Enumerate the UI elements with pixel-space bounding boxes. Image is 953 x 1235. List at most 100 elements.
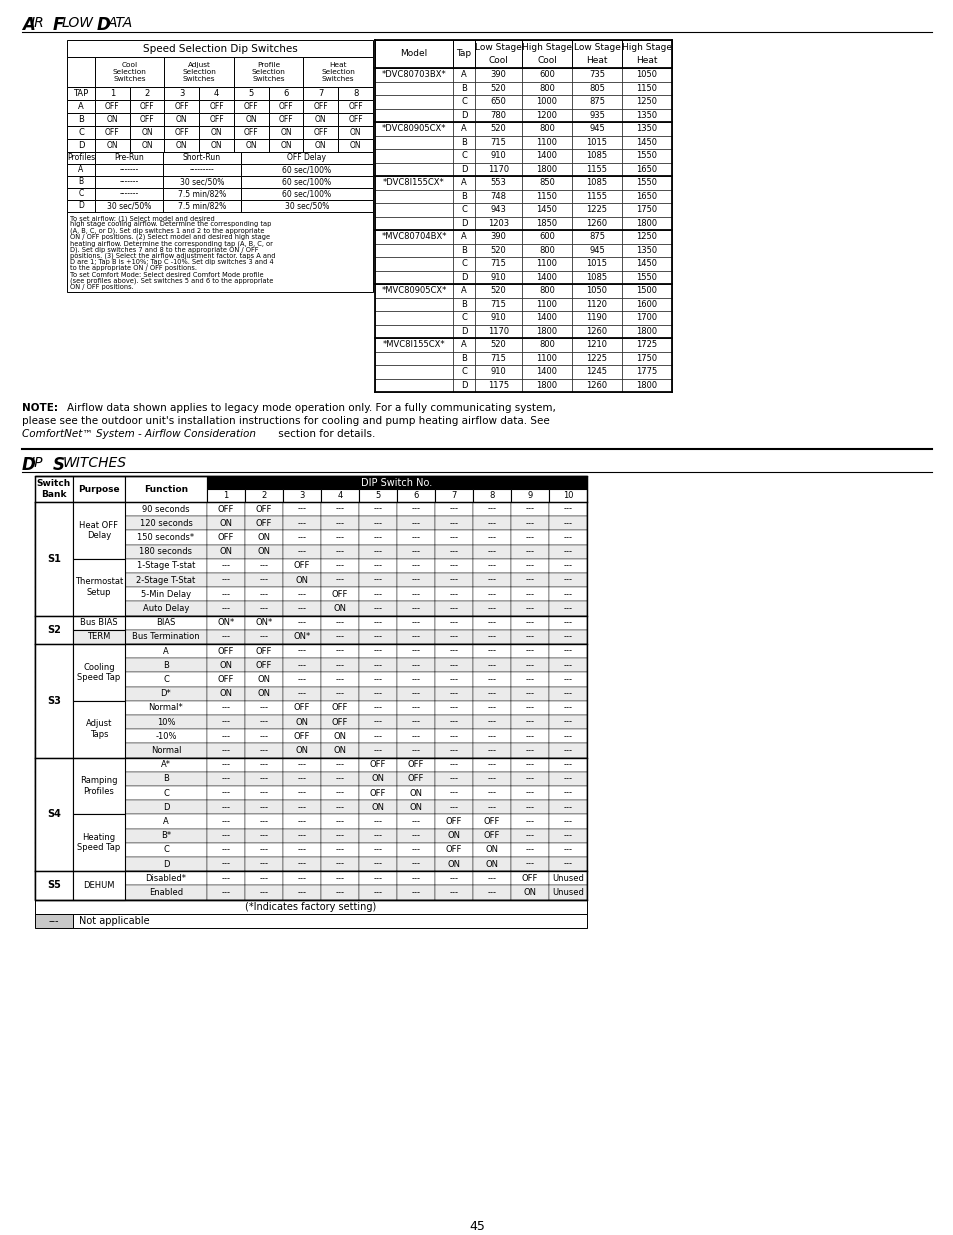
Text: ---: --- — [487, 704, 496, 713]
Bar — [473, 715, 511, 729]
Bar — [283, 757, 320, 772]
Text: ---: --- — [525, 746, 534, 755]
Bar — [320, 630, 358, 643]
Bar — [435, 573, 473, 587]
Text: 1260: 1260 — [586, 327, 607, 336]
Text: ON: ON — [211, 128, 222, 137]
Bar — [125, 573, 207, 587]
Bar — [511, 800, 548, 814]
Bar — [320, 743, 358, 757]
Text: ---: --- — [221, 746, 231, 755]
Bar — [621, 230, 671, 243]
Bar — [245, 615, 283, 630]
Text: ---: --- — [259, 831, 268, 840]
Bar — [233, 86, 269, 100]
Text: ON: ON — [314, 141, 326, 149]
Text: ON: ON — [447, 831, 460, 840]
Text: ---: --- — [259, 704, 268, 713]
Text: 1-Stage T-stat: 1-Stage T-stat — [136, 562, 195, 571]
Text: 600: 600 — [538, 232, 555, 241]
Text: ---: --- — [297, 846, 306, 855]
Bar — [199, 86, 233, 100]
Text: *DVC80905CX*: *DVC80905CX* — [381, 125, 446, 133]
Text: 1550: 1550 — [636, 178, 657, 188]
Bar — [572, 338, 621, 352]
Text: ---: --- — [449, 604, 458, 613]
Text: ---: --- — [259, 718, 268, 726]
Bar — [245, 814, 283, 829]
Bar — [572, 366, 621, 378]
Bar — [396, 615, 435, 630]
Bar — [283, 643, 320, 658]
Text: ---: --- — [449, 774, 458, 783]
Text: OFF: OFF — [445, 818, 461, 826]
Text: OFF: OFF — [255, 647, 272, 656]
Bar — [67, 177, 95, 188]
Text: 943: 943 — [490, 205, 506, 214]
Text: 2: 2 — [144, 89, 150, 98]
Bar — [621, 352, 671, 366]
Text: B: B — [163, 774, 169, 783]
Text: ---: --- — [487, 774, 496, 783]
Bar — [621, 122, 671, 136]
Bar — [621, 68, 671, 82]
Text: ---: --- — [49, 915, 59, 925]
Bar — [233, 140, 269, 152]
Text: ---: --- — [525, 576, 534, 584]
Bar — [521, 136, 572, 149]
Bar — [35, 601, 73, 615]
Text: ---: --- — [563, 718, 572, 726]
Bar — [35, 757, 73, 871]
Bar — [283, 715, 320, 729]
Bar — [511, 743, 548, 757]
Text: 1450: 1450 — [636, 138, 657, 147]
Text: Unused: Unused — [552, 888, 583, 897]
Bar — [125, 501, 207, 516]
Bar — [572, 68, 621, 82]
Bar — [241, 152, 373, 164]
Bar — [453, 257, 475, 270]
Text: High Stage: High Stage — [621, 43, 671, 52]
Text: 780: 780 — [490, 111, 506, 120]
Text: 520: 520 — [490, 287, 506, 295]
Text: 30 sec/50%: 30 sec/50% — [107, 201, 151, 210]
Text: Profiles: Profiles — [67, 153, 95, 163]
Text: positions. (3) Select the airflow adjustment factor. taps A and: positions. (3) Select the airflow adjust… — [70, 253, 275, 259]
Bar — [245, 601, 283, 615]
Bar — [572, 149, 621, 163]
Text: ---: --- — [487, 718, 496, 726]
Text: OFF: OFF — [217, 534, 233, 542]
Bar — [35, 630, 73, 643]
Bar — [241, 188, 373, 200]
Text: ---: --- — [297, 874, 306, 883]
Bar — [435, 829, 473, 842]
Bar — [67, 200, 95, 212]
Bar — [511, 615, 548, 630]
Text: ---: --- — [487, 590, 496, 599]
Bar — [548, 516, 586, 530]
Bar — [511, 814, 548, 829]
Text: ---: --- — [411, 689, 420, 698]
Bar — [511, 545, 548, 558]
Bar — [473, 785, 511, 800]
Text: ---: --- — [411, 732, 420, 741]
Bar — [375, 189, 453, 203]
Bar — [548, 643, 586, 658]
Bar — [475, 352, 521, 366]
Text: Normal: Normal — [151, 746, 181, 755]
Text: ---: --- — [487, 562, 496, 571]
Bar — [473, 587, 511, 601]
Text: ---: --- — [297, 803, 306, 811]
Bar — [572, 325, 621, 338]
Text: C: C — [78, 189, 84, 199]
Bar — [548, 814, 586, 829]
Text: ---: --- — [374, 831, 382, 840]
Bar — [283, 672, 320, 687]
Text: OFF: OFF — [294, 732, 310, 741]
Bar — [199, 126, 233, 140]
Text: ---: --- — [563, 818, 572, 826]
Text: C: C — [460, 259, 466, 268]
Text: ---: --- — [335, 846, 344, 855]
Bar — [475, 311, 521, 325]
Text: ---: --- — [563, 534, 572, 542]
